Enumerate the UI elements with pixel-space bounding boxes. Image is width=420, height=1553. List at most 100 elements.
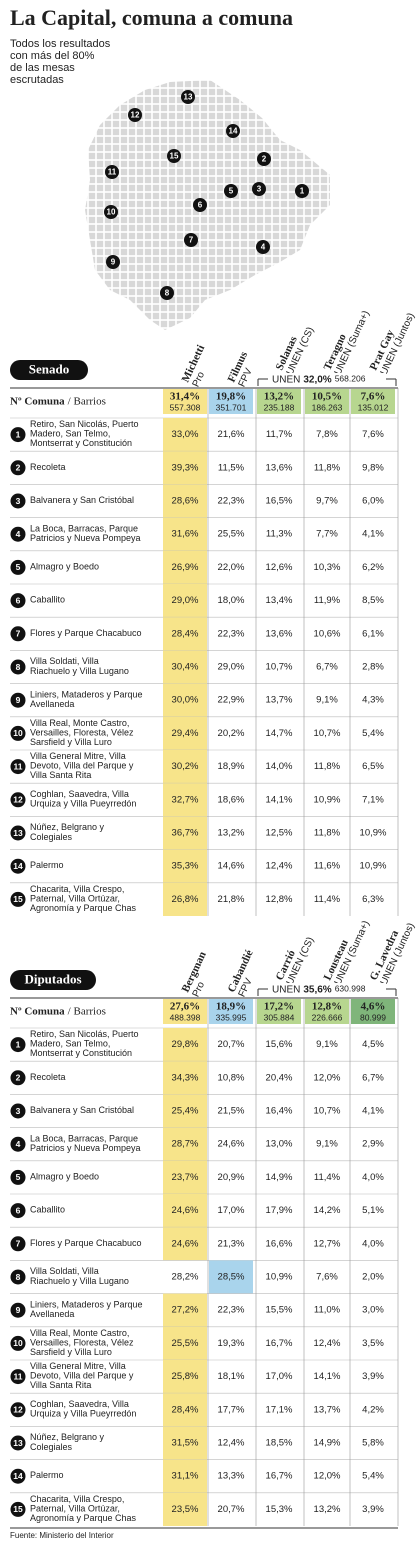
value: 13,7%: [314, 1404, 341, 1415]
barrios: Balvanera y San Cristóbal: [30, 495, 134, 505]
barrios-line: Villa General Mitre, Villa: [30, 1361, 126, 1371]
barrios-line: Almagro y Boedo: [30, 1172, 99, 1182]
winner-cell: [163, 1127, 207, 1161]
comuna-badge: [10, 759, 26, 775]
value: 14,7%: [266, 728, 293, 739]
barrios-line: Balvanera y San Cristóbal: [30, 495, 134, 505]
value: 4,0%: [362, 1172, 384, 1183]
total-votes: 235.188: [264, 402, 295, 412]
barrios: Chacarita, Villa Crespo, Paternal, Villa …: [30, 884, 137, 913]
barrios: Coghlan, Saavedra, Villa Urquiza y Villa …: [30, 789, 136, 809]
barrios: Liniers, Mataderos y Parque Avellaneda: [30, 1300, 143, 1320]
section-pill: [10, 970, 96, 990]
group-votes: 568.206: [335, 374, 366, 384]
value: 7,1%: [362, 794, 384, 805]
value: 39,3%: [172, 462, 199, 473]
comuna-badge: [10, 1203, 26, 1219]
value: 21,3%: [218, 1238, 245, 1249]
map-marker: [104, 205, 118, 219]
map-label: 14: [229, 127, 238, 136]
map-label: 2: [262, 155, 267, 164]
comuna-badge: [10, 1369, 26, 1385]
barrios-line: Flores y Parque Chacabuco: [30, 1238, 142, 1248]
value: 28,4%: [172, 628, 199, 639]
group-total: 32,0%: [303, 374, 331, 385]
comuna-badge: [10, 427, 26, 443]
barrios-line: Almagro y Boedo: [30, 562, 99, 572]
barrios-line: Riachuelo y Villa Lugano: [30, 666, 129, 676]
comuna-number: 4: [16, 529, 21, 539]
comuna-number: 3: [16, 1106, 21, 1116]
value: 20,7%: [218, 1039, 245, 1050]
winner-cell: [163, 783, 207, 817]
value: 31,5%: [172, 1438, 199, 1449]
comuna-number: 8: [16, 1272, 21, 1282]
barrios-label: / Barrios: [68, 1005, 106, 1017]
total-votes: 488.398: [170, 1012, 201, 1022]
value: 4,2%: [362, 1404, 384, 1415]
winner-cell: [163, 1393, 207, 1427]
total-pct: 18,9%: [216, 1001, 246, 1013]
value: 14,2%: [314, 1205, 341, 1216]
barrios: Palermo: [30, 861, 64, 871]
total-cell: [351, 999, 395, 1024]
barrios-line: Avellaneda: [30, 1309, 74, 1319]
value: 4,5%: [362, 1039, 384, 1050]
map-marker: [295, 184, 309, 198]
value: 12,4%: [266, 861, 293, 872]
value: 20,4%: [266, 1072, 293, 1083]
barrios-line: Devoto, Villa del Parque y: [30, 1371, 134, 1381]
map-label: 15: [170, 152, 179, 161]
barrios-line: Retiro, San Nicolás, Puerto: [30, 1029, 139, 1039]
group-name: UNEN: [272, 984, 300, 995]
barrios-line: Agronomía y Parque Chas: [30, 903, 137, 913]
total-pct: 31,4%: [170, 391, 200, 403]
total-votes: 305.884: [264, 1012, 295, 1022]
value: 30,4%: [172, 662, 199, 673]
value: 23,7%: [172, 1172, 199, 1183]
comuna-label-strong: Nº Comuna: [10, 1005, 65, 1017]
barrios-line: Villa General Mitre, Villa: [30, 751, 126, 761]
map-marker: [226, 124, 240, 138]
winner-cell: [163, 451, 207, 485]
total-pct: 19,8%: [216, 391, 246, 403]
value: 6,5%: [362, 761, 384, 772]
value: 11,4%: [314, 894, 341, 905]
barrios: Flores y Parque Chacabuco: [30, 628, 142, 638]
comuna-number: 11: [14, 761, 23, 771]
value: 28,7%: [172, 1139, 199, 1150]
barrios: Villa General Mitre, Villa Devoto, Villa …: [30, 751, 134, 780]
total-votes: 135.012: [358, 402, 389, 412]
map-label: 11: [108, 168, 117, 177]
value: 12,4%: [218, 1438, 245, 1449]
map-marker: [106, 255, 120, 269]
barrios-line: Villa Real, Monte Castro,: [30, 1328, 129, 1338]
comuna-badge: [10, 858, 26, 874]
value: 11,3%: [266, 529, 293, 540]
comuna-number: 7: [16, 629, 21, 639]
value: 10,9%: [360, 828, 387, 839]
comuna-badge: [10, 526, 26, 542]
value: 10,6%: [314, 628, 341, 639]
barrios-line: Coghlan, Saavedra, Villa: [30, 1399, 129, 1409]
barrios-line: Urquiza y Villa Pueyrredón: [30, 1409, 136, 1419]
comuna-number: 13: [13, 828, 23, 838]
value: 3,5%: [362, 1338, 384, 1349]
barrios-line: Recoleta: [30, 1072, 66, 1082]
value: 22,0%: [218, 562, 245, 573]
value: 12,6%: [266, 562, 293, 573]
barrios-line: La Boca, Barracas, Parque: [30, 1134, 138, 1144]
map-marker: [256, 240, 270, 254]
total-pct: 17,2%: [264, 1001, 294, 1013]
map-marker: [257, 152, 271, 166]
value: 22,3%: [218, 496, 245, 507]
comuna-badge: [10, 1335, 26, 1351]
total-votes: 186.263: [312, 402, 343, 412]
value: 11,6%: [314, 861, 341, 872]
map-label: 5: [229, 187, 234, 196]
value: 14,0%: [266, 761, 293, 772]
total-pct: 4,6%: [361, 1001, 386, 1013]
map-label: 13: [184, 93, 193, 102]
